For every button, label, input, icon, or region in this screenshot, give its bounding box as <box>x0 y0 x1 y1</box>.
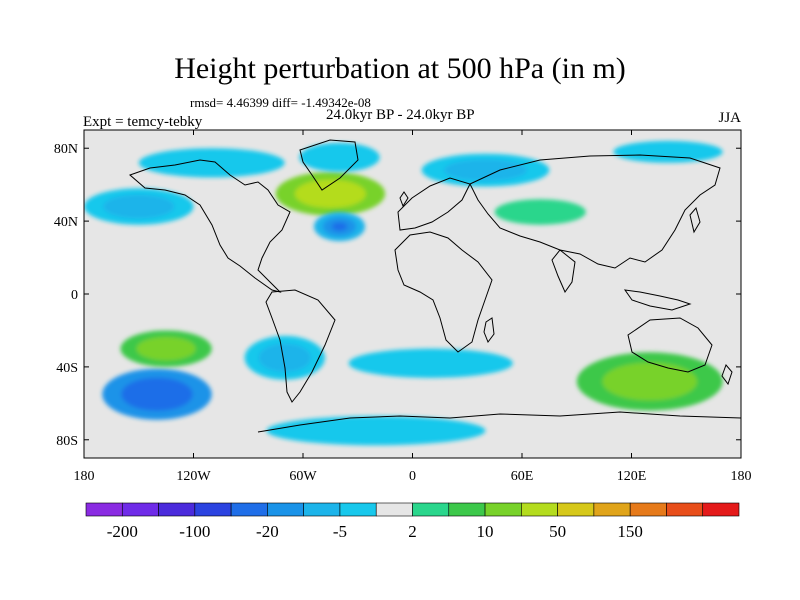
coast-uk <box>399 191 409 208</box>
region-southern-ocean-negative <box>348 348 513 378</box>
colorbar-swatch <box>593 502 631 517</box>
lon-tick-label: 0 <box>409 469 416 484</box>
stats-line: rmsd= 4.46399 diff= -1.49342e-08 <box>190 95 371 110</box>
coast-africa <box>394 231 493 353</box>
region-central-asia-positive <box>494 199 586 225</box>
coast-madagascar <box>483 317 495 344</box>
colorbar-label: -5 <box>333 522 347 541</box>
lon-axis: 180 120W 60W 0 60E 120E 180 <box>74 130 752 484</box>
colorbar-swatch <box>339 502 377 517</box>
coast-india <box>551 249 576 294</box>
region-greenland-negative <box>299 142 380 172</box>
colorbar-swatch <box>412 502 450 517</box>
coast-new-zealand <box>721 364 733 386</box>
colorbar-label: -20 <box>256 522 279 541</box>
coast-south-america <box>265 289 336 403</box>
colorbar-label: -100 <box>179 522 210 541</box>
region-siberia-negative <box>613 140 723 163</box>
coast-asia <box>469 154 721 269</box>
region-south-america-negative <box>244 335 325 380</box>
lon-tick-label: 120W <box>176 469 211 484</box>
colorbar-label: 50 <box>549 522 566 541</box>
region-australia-southern-positive <box>576 352 723 411</box>
colorbar-swatch <box>557 502 595 517</box>
coastlines <box>129 139 741 433</box>
region-east-asia-positive <box>585 230 678 256</box>
colorbar-swatch <box>521 502 558 517</box>
coast-australia <box>627 317 713 373</box>
region-antarctic-negative <box>266 416 486 446</box>
lon-tick-label: 180 <box>74 469 95 484</box>
colorbar-swatch <box>702 502 740 517</box>
region-north-atlantic-negative <box>313 212 366 242</box>
colorbar-swatch <box>194 502 232 517</box>
colorbar-label: -200 <box>107 522 138 541</box>
colorbar-swatch <box>484 502 522 517</box>
colorbar-swatch <box>267 502 304 517</box>
colorbar: -200 -100 -20 -5 2 10 50 150 <box>85 502 740 541</box>
region-eurasia-arctic-negative <box>421 153 550 187</box>
lat-tick-label: 40S <box>56 361 78 376</box>
lat-tick-label: 80S <box>56 434 78 449</box>
lat-tick-label: 0 <box>71 288 78 303</box>
colorbar-swatch <box>629 502 667 517</box>
plot-title: Height perturbation at 500 hPa (in m) <box>174 52 626 85</box>
colorbar-swatch <box>303 502 341 517</box>
lon-tick-label: 120E <box>617 469 647 484</box>
region-arctic-canada-negative <box>138 148 285 178</box>
lon-tick-label: 180 <box>731 469 752 484</box>
colorbar-label: 10 <box>477 522 494 541</box>
coast-japan <box>689 206 701 234</box>
colorbar-label: 2 <box>408 522 417 541</box>
colorbar-swatch <box>121 502 159 517</box>
colorbar-swatch <box>375 502 413 517</box>
colorbar-swatch <box>85 502 123 517</box>
coast-indonesia <box>623 289 692 311</box>
region-north-pacific-negative <box>84 188 194 225</box>
coast-antarctica <box>257 411 741 433</box>
lon-tick-label: 60W <box>289 469 317 484</box>
region-south-pacific-positive <box>120 330 212 367</box>
colorbar-swatch <box>158 502 196 517</box>
colorbar-swatch <box>448 502 486 517</box>
colorbar-swatch <box>666 502 704 517</box>
experiment-label: Expt = temcy-tebky <box>83 114 203 130</box>
colorbar-label: 150 <box>617 522 643 541</box>
subtitle: 24.0kyr BP - 24.0kyr BP <box>326 107 475 123</box>
lat-axis: 80N 40N 0 40S 80S <box>54 142 741 449</box>
coast-greenland <box>299 139 359 191</box>
field-layer <box>84 140 723 446</box>
coast-north-america <box>129 159 291 293</box>
lat-tick-label: 40N <box>54 215 78 230</box>
region-south-pacific-negative <box>102 368 212 420</box>
lat-tick-label: 80N <box>54 142 78 157</box>
colorbar-swatch <box>230 502 268 517</box>
region-north-atlantic-positive <box>275 171 386 216</box>
lon-tick-label: 60E <box>511 469 534 484</box>
season-label: JJA <box>718 110 741 126</box>
